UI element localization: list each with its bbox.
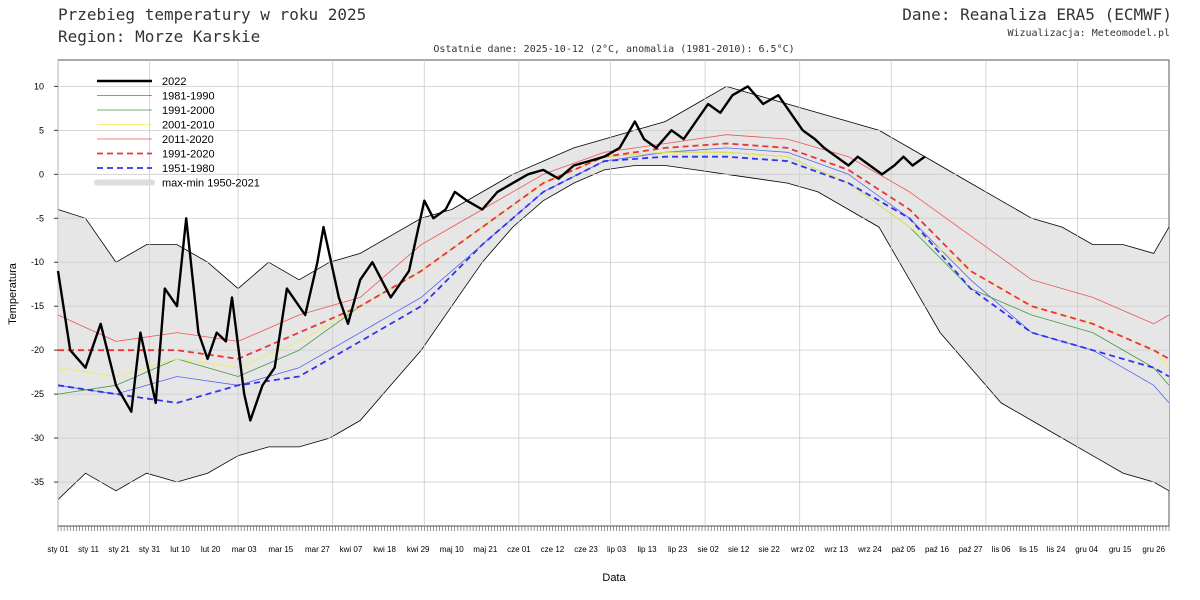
series-line-1991-2020 [58,142,1170,360]
y-tick-label: 5 [39,125,44,135]
y-tick-label: 10 [34,81,44,91]
chart-region: Region: Morze Karskie [58,27,261,46]
y-tick-label: -25 [31,389,44,399]
y-tick-label: -10 [31,257,44,267]
x-tick-label: lis 24 [1047,545,1066,554]
legend-label: 2001-2010 [162,120,215,132]
x-axis-label: Data [602,572,626,584]
x-tick-label: lis 15 [1019,545,1038,554]
visualization-credit: Wizualizacja: Meteomodel.pl [1007,28,1170,39]
series-line-2011-2020 [57,134,1170,342]
x-tick-label: sie 02 [697,545,719,554]
series-line-1951-1980 [57,155,1170,404]
legend-label: max-min 1950-2021 [162,178,260,190]
chart-subtitle: Ostatnie dane: 2025-10-12 (2°C, anomalia… [433,44,795,55]
x-tick-label: wrz 24 [857,545,882,554]
y-axis-label: Temperatura [7,263,19,325]
legend-label: 1981-1990 [162,91,215,103]
chart-title: Przebieg temperatury w roku 2025 [58,5,367,24]
legend-label: 1991-2000 [162,105,215,117]
series-line-1981-1990 [57,147,1170,404]
x-tick-label: lip 13 [638,545,658,554]
x-tick-label: sty 01 [47,545,69,554]
band-min-line [57,165,1170,500]
x-tick-label: gru 26 [1142,545,1165,554]
legend-label: 2011-2020 [162,134,214,146]
x-tick-label: kwi 29 [407,545,430,554]
y-tick-label: -20 [31,345,44,355]
legend-label: 2022 [162,76,186,88]
x-tick-label: sie 12 [728,545,750,554]
x-tick-label: maj 10 [440,545,465,554]
data-source: Dane: Reanaliza ERA5 (ECMWF) [902,5,1172,24]
x-tick-label: mar 03 [232,545,257,554]
x-tick-label: sty 21 [108,545,130,554]
y-tick-label: -35 [31,477,44,487]
x-tick-label: lip 03 [607,545,627,554]
band-max-line [57,85,1170,290]
x-tick-label: paź 16 [925,545,950,554]
x-tick-label: sty 11 [78,545,99,554]
x-tick-label: gru 04 [1075,545,1098,554]
x-tick-label: cze 12 [541,545,565,554]
x-tick-label: paź 05 [891,545,916,554]
x-tick-label: paź 27 [959,545,984,554]
x-tick-label: gru 15 [1109,545,1132,554]
series-line-2022 [56,85,926,422]
x-tick-label: lut 20 [201,545,221,554]
legend-label: 1991-2020 [162,149,215,161]
y-tick-label: -30 [31,433,44,443]
x-tick-label: mar 27 [305,545,330,554]
x-tick-label: sie 22 [758,545,780,554]
x-tick-label: lis 06 [992,545,1011,554]
x-tick-label: maj 21 [473,545,498,554]
y-tick-label: -5 [36,213,44,223]
x-tick-label: mar 15 [268,545,293,554]
x-tick-label: lip 23 [668,545,688,554]
x-tick-label: cze 23 [574,545,598,554]
x-tick-label: wrz 02 [790,545,815,554]
x-tick-label: sty 31 [139,545,161,554]
series-line-2001-2010 [57,151,1170,377]
y-tick-label: 0 [39,169,44,179]
x-tick-label: cze 01 [507,545,531,554]
legend-label: 1951-1980 [162,163,215,175]
x-tick-label: kwi 18 [373,545,396,554]
x-tick-label: lut 10 [170,545,190,554]
x-tick-label: kwi 07 [340,545,363,554]
y-tick-label: -15 [31,301,44,311]
x-tick-label: wrz 13 [824,545,849,554]
